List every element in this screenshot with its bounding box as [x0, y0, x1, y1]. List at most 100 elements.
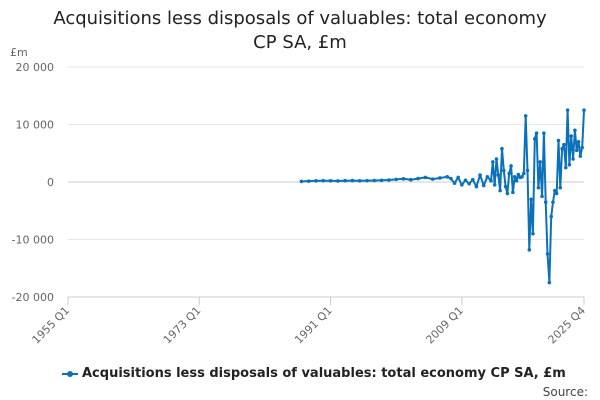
y-tick-label: 10 000 [16, 119, 55, 132]
data-point[interactable] [357, 179, 362, 183]
data-point[interactable] [576, 139, 581, 144]
data-point[interactable] [343, 178, 347, 183]
data-point[interactable] [505, 191, 510, 196]
data-point[interactable] [531, 231, 535, 236]
data-point[interactable] [314, 179, 318, 183]
data-point[interactable] [481, 183, 486, 188]
data-point[interactable] [554, 191, 559, 196]
x-tick-label: 1991 Q1 [292, 304, 335, 347]
data-point[interactable] [512, 175, 517, 179]
data-point[interactable] [549, 214, 553, 219]
data-point[interactable] [553, 188, 557, 193]
data-point[interactable] [520, 175, 524, 179]
data-point[interactable] [551, 200, 555, 204]
data-point[interactable] [500, 146, 504, 151]
x-tick-label: 1955 Q1 [30, 304, 73, 347]
data-point[interactable] [423, 175, 428, 180]
data-point[interactable] [523, 114, 528, 118]
data-point[interactable] [474, 184, 479, 189]
y-tick-label: 20 000 [16, 61, 55, 74]
y-tick-label: -20 000 [12, 291, 54, 304]
data-point[interactable] [494, 157, 499, 161]
data-point[interactable] [582, 108, 586, 112]
data-point[interactable] [527, 248, 532, 252]
x-tick-label: 1973 Q1 [161, 304, 204, 347]
data-point[interactable] [449, 176, 453, 181]
data-point[interactable] [299, 179, 304, 184]
data-point[interactable] [571, 157, 575, 161]
data-point[interactable] [560, 146, 564, 151]
data-point[interactable] [336, 179, 340, 183]
chart-title: Acquisitions less disposals of valuables… [53, 8, 547, 53]
data-point[interactable] [365, 178, 369, 183]
data-point[interactable] [507, 171, 512, 176]
data-point[interactable] [567, 162, 572, 167]
data-point[interactable] [573, 128, 577, 133]
data-point[interactable] [525, 168, 530, 173]
data-point[interactable] [509, 164, 513, 168]
data-point[interactable] [547, 280, 552, 285]
data-point[interactable] [514, 179, 519, 183]
data-point[interactable] [478, 173, 482, 177]
data-point[interactable] [563, 165, 568, 170]
data-point[interactable] [562, 142, 566, 147]
data-point[interactable] [438, 176, 442, 180]
data-point[interactable] [511, 190, 515, 195]
data-point[interactable] [501, 168, 506, 173]
data-point[interactable] [491, 160, 495, 164]
data-point[interactable] [543, 200, 548, 204]
data-point[interactable] [532, 137, 537, 141]
data-point[interactable] [545, 252, 550, 256]
series-layer [299, 108, 586, 285]
data-point[interactable] [485, 175, 490, 179]
data-point[interactable] [430, 177, 435, 181]
y-axis-unit-label: £m [10, 46, 28, 59]
data-point[interactable] [538, 160, 543, 164]
gridlines [68, 66, 584, 298]
data-point[interactable] [578, 154, 583, 158]
data-point[interactable] [565, 108, 570, 112]
data-point[interactable] [516, 172, 521, 177]
data-point[interactable] [328, 179, 333, 183]
axes: -20 000 -10 000 0 10 000 20 000 1955 Q1 1973 Q… [12, 61, 589, 346]
chart-legend[interactable]: Acquisitions less disposals of valuables… [62, 366, 566, 381]
data-point[interactable] [534, 131, 539, 135]
data-point[interactable] [574, 148, 579, 153]
y-tick-label: -10 000 [12, 234, 54, 247]
data-point[interactable] [463, 178, 468, 183]
data-point[interactable] [445, 175, 450, 179]
data-point[interactable] [529, 197, 533, 202]
data-point[interactable] [496, 173, 501, 177]
data-point[interactable] [394, 177, 398, 182]
data-point[interactable] [372, 178, 377, 183]
data-point[interactable] [350, 178, 355, 183]
data-point[interactable] [452, 181, 457, 185]
data-point[interactable] [489, 179, 493, 183]
source-label: Source: [542, 385, 588, 399]
data-point[interactable] [580, 145, 584, 150]
data-point[interactable] [401, 177, 406, 181]
data-point[interactable] [408, 177, 413, 182]
data-point[interactable] [569, 134, 574, 138]
data-point[interactable] [556, 138, 561, 143]
data-point[interactable] [460, 183, 464, 187]
data-point[interactable] [416, 176, 420, 181]
data-point[interactable] [456, 175, 460, 180]
data-point[interactable] [542, 131, 546, 135]
data-point[interactable] [321, 178, 326, 183]
data-point[interactable] [503, 184, 508, 189]
data-point[interactable] [492, 183, 497, 187]
data-point[interactable] [387, 178, 391, 182]
data-point[interactable] [540, 194, 544, 199]
data-point[interactable] [536, 185, 541, 190]
data-point[interactable] [379, 178, 384, 183]
data-point[interactable] [470, 177, 475, 182]
data-point[interactable] [306, 179, 311, 183]
legend-line-marker-icon [62, 369, 78, 379]
data-point[interactable] [498, 188, 502, 193]
data-point[interactable] [467, 181, 471, 186]
legend-label: Acquisitions less disposals of valuables… [82, 366, 566, 381]
data-point[interactable] [558, 185, 563, 190]
data-point[interactable] [522, 171, 526, 176]
